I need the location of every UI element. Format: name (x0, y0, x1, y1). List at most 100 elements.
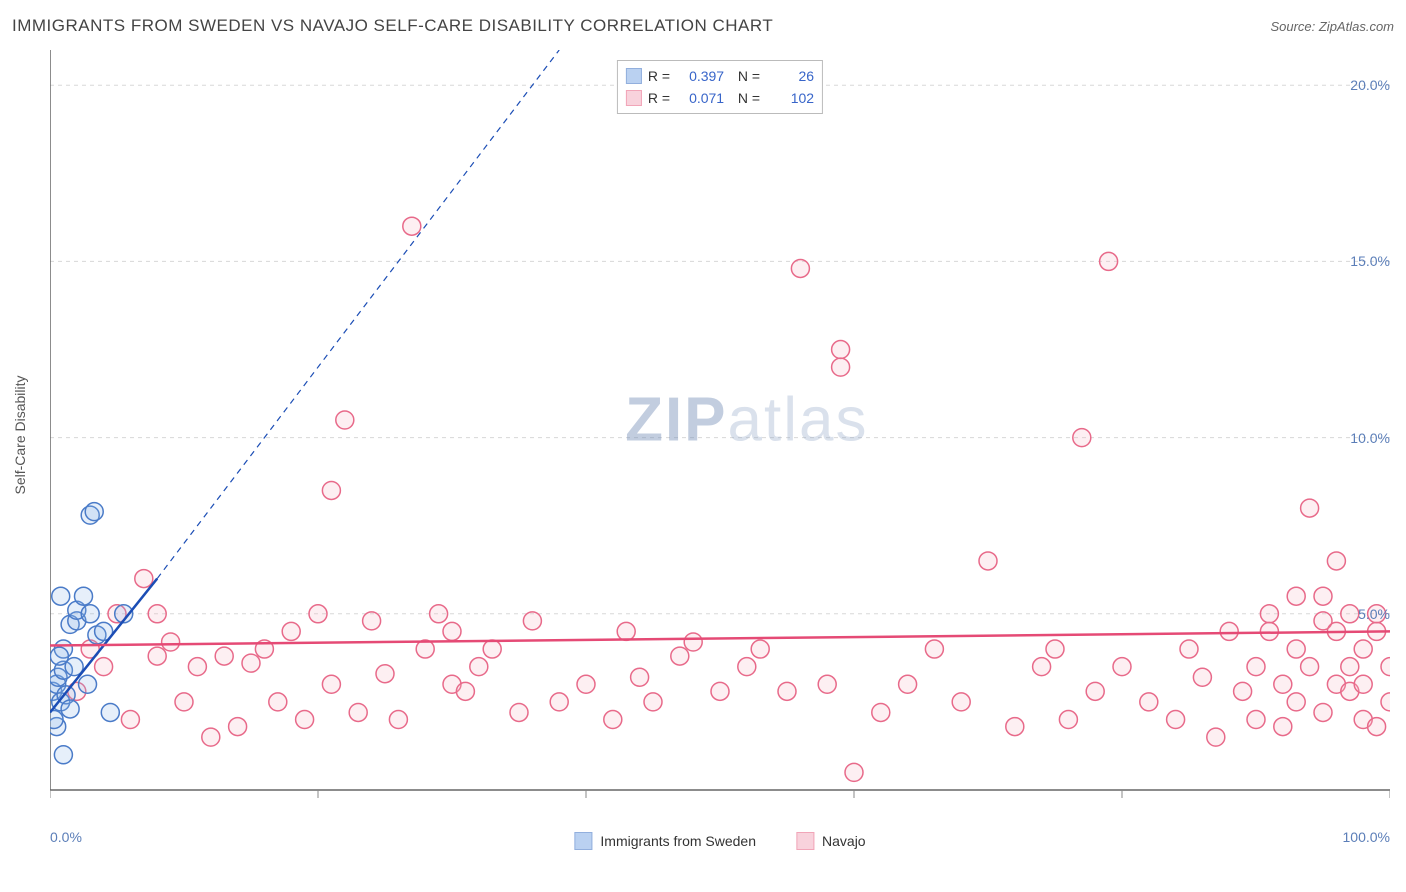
y-tick-label: 15.0% (1350, 253, 1390, 269)
legend-item: Navajo (796, 832, 866, 850)
data-point (1113, 658, 1131, 676)
data-point (631, 668, 649, 686)
data-point (1314, 587, 1332, 605)
data-point (872, 703, 890, 721)
data-point (1301, 658, 1319, 676)
scatter-plot (50, 50, 1390, 820)
data-point (1100, 252, 1118, 270)
data-point (1287, 587, 1305, 605)
data-point (175, 693, 193, 711)
stats-row: R = 0.397 N = 26 (626, 65, 814, 87)
data-point (1247, 711, 1265, 729)
data-point (1059, 711, 1077, 729)
data-point (389, 711, 407, 729)
stats-r-value: 0.397 (676, 65, 724, 87)
legend-item: Immigrants from Sweden (574, 832, 756, 850)
data-point (322, 675, 340, 693)
data-point (148, 647, 166, 665)
data-point (75, 587, 93, 605)
data-point (1006, 718, 1024, 736)
data-point (899, 675, 917, 693)
legend-swatch (796, 832, 814, 850)
data-point (1234, 682, 1252, 700)
stats-n-label: N = (730, 65, 760, 87)
data-point (671, 647, 689, 665)
data-point (1301, 499, 1319, 517)
data-point (1193, 668, 1211, 686)
data-point (336, 411, 354, 429)
data-point (1381, 693, 1390, 711)
data-point (269, 693, 287, 711)
data-point (1287, 693, 1305, 711)
data-point (1046, 640, 1064, 658)
data-point (1086, 682, 1104, 700)
data-point (925, 640, 943, 658)
stats-r-label: R = (648, 65, 670, 87)
data-point (832, 341, 850, 359)
data-point (50, 647, 68, 665)
data-point (1073, 429, 1091, 447)
data-point (135, 570, 153, 588)
correlation-stats-box: R = 0.397 N = 26 R = 0.071 N = 102 (617, 60, 823, 114)
data-point (202, 728, 220, 746)
data-point (50, 711, 63, 729)
chart-area: Self-Care Disability ZIPatlas R = 0.397 … (50, 50, 1390, 820)
data-point (215, 647, 233, 665)
legend: Immigrants from Sweden Navajo (574, 832, 865, 850)
source-attribution: Source: ZipAtlas.com (1270, 19, 1394, 34)
data-point (322, 481, 340, 499)
data-point (751, 640, 769, 658)
data-point (550, 693, 568, 711)
chart-title: IMMIGRANTS FROM SWEDEN VS NAVAJO SELF-CA… (12, 16, 773, 36)
data-point (242, 654, 260, 672)
legend-label: Navajo (822, 833, 866, 849)
data-point (1167, 711, 1185, 729)
data-point (604, 711, 622, 729)
stats-row: R = 0.071 N = 102 (626, 87, 814, 109)
data-point (376, 665, 394, 683)
data-point (162, 633, 180, 651)
data-point (1287, 640, 1305, 658)
y-tick-label: 5.0% (1358, 606, 1390, 622)
data-point (778, 682, 796, 700)
data-point (1314, 703, 1332, 721)
data-point (79, 675, 97, 693)
data-point (85, 503, 103, 521)
data-point (738, 658, 756, 676)
data-point (1247, 658, 1265, 676)
trend-line-extension (157, 50, 559, 579)
data-point (52, 587, 70, 605)
data-point (61, 700, 79, 718)
data-point (1207, 728, 1225, 746)
data-point (309, 605, 327, 623)
data-point (121, 711, 139, 729)
data-point (1260, 605, 1278, 623)
data-point (363, 612, 381, 630)
data-point (617, 622, 635, 640)
data-point (101, 703, 119, 721)
data-point (188, 658, 206, 676)
data-point (483, 640, 501, 658)
data-point (1368, 718, 1386, 736)
data-point (229, 718, 247, 736)
data-point (296, 711, 314, 729)
data-point (1180, 640, 1198, 658)
data-point (845, 763, 863, 781)
data-point (510, 703, 528, 721)
data-point (644, 693, 662, 711)
data-point (443, 622, 461, 640)
stats-r-value: 0.071 (676, 87, 724, 109)
data-point (1354, 640, 1372, 658)
data-point (456, 682, 474, 700)
data-point (148, 605, 166, 623)
data-point (979, 552, 997, 570)
stats-n-value: 102 (766, 87, 814, 109)
data-point (1274, 675, 1292, 693)
data-point (1140, 693, 1158, 711)
data-point (470, 658, 488, 676)
y-tick-label: 20.0% (1350, 77, 1390, 93)
data-point (523, 612, 541, 630)
data-point (81, 605, 99, 623)
stats-swatch (626, 68, 642, 84)
x-tick-label: 100.0% (1343, 829, 1390, 845)
